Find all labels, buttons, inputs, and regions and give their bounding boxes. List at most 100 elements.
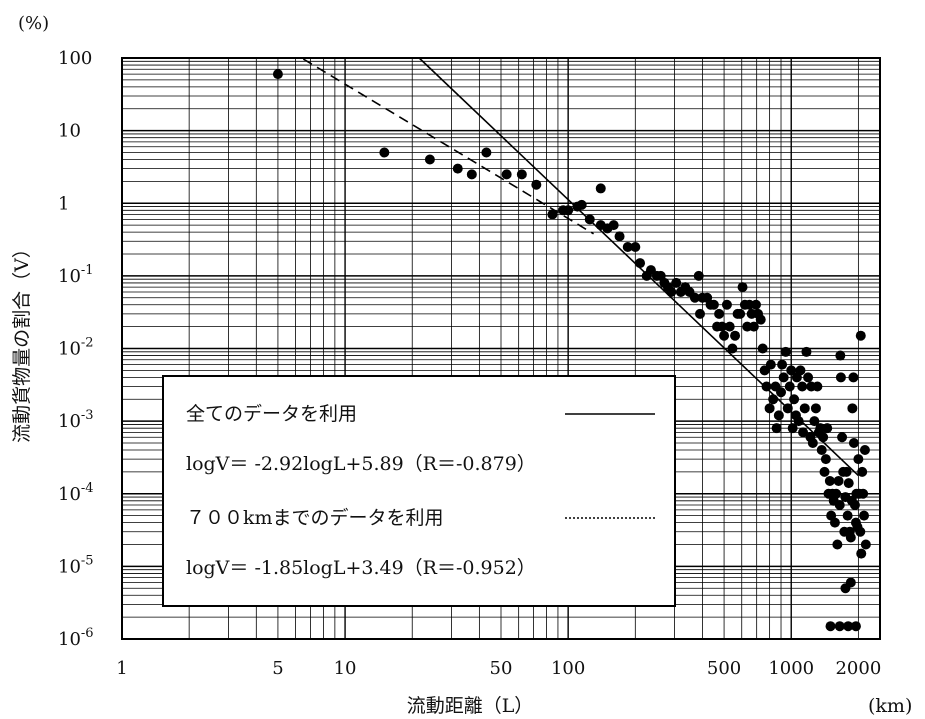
data-point xyxy=(793,416,804,427)
data-point xyxy=(764,403,775,414)
data-point xyxy=(859,445,870,456)
data-point xyxy=(516,169,527,180)
plot-frame xyxy=(121,57,881,640)
data-point xyxy=(466,169,477,180)
data-point xyxy=(671,277,682,288)
data-point xyxy=(776,387,787,398)
data-point xyxy=(547,209,558,220)
data-point xyxy=(803,372,814,383)
data-point xyxy=(855,330,866,341)
data-point xyxy=(850,621,861,632)
data-point xyxy=(820,454,831,465)
legend-line2-equation: logV＝ -1.85logL+3.49（R＝-0.952） xyxy=(186,557,536,579)
data-point xyxy=(835,372,846,383)
data-point xyxy=(727,343,738,354)
x-tick-label: 2000 xyxy=(835,658,881,679)
data-point xyxy=(708,299,719,310)
data-point xyxy=(784,381,795,392)
data-point xyxy=(815,423,826,434)
data-point xyxy=(810,403,821,414)
data-point xyxy=(379,147,390,158)
y-tick-label: 10-3 xyxy=(58,408,94,432)
fit-line-700km xyxy=(302,58,594,235)
data-point xyxy=(857,466,868,477)
data-point xyxy=(842,510,853,521)
x-unit-label: (km) xyxy=(868,695,912,717)
x-axis-tick-labels: 1 5 10 50 100 500 1000 2000 xyxy=(116,658,881,679)
data-point xyxy=(787,423,798,434)
data-point xyxy=(777,359,788,370)
data-point xyxy=(825,621,836,632)
x-tick-label: 100 xyxy=(551,658,585,679)
data-point xyxy=(737,282,748,293)
data-point xyxy=(832,539,843,550)
data-point xyxy=(847,403,858,414)
x-tick-label: 1 xyxy=(116,658,127,679)
data-point xyxy=(576,199,587,210)
data-point xyxy=(835,350,846,361)
data-point xyxy=(614,231,625,242)
data-point xyxy=(608,220,619,231)
x-tick-label: 1000 xyxy=(768,658,814,679)
data-point xyxy=(757,343,768,354)
y-tick-label: 1 xyxy=(58,193,69,214)
data-point xyxy=(834,621,845,632)
legend-box: 全てのデータを利用 logV＝ -2.92logL+5.89（R＝-0.879）… xyxy=(162,375,676,607)
data-point xyxy=(730,330,741,341)
data-point xyxy=(858,488,869,499)
data-point xyxy=(855,526,866,537)
data-point xyxy=(856,548,867,559)
data-point xyxy=(481,147,492,158)
data-point xyxy=(595,183,606,194)
data-point xyxy=(719,330,730,341)
data-point xyxy=(693,270,704,281)
data-point xyxy=(822,423,833,434)
y-tick-label: 10-6 xyxy=(58,626,94,650)
x-tick-label: 10 xyxy=(334,658,357,679)
data-point xyxy=(829,517,840,528)
data-point xyxy=(795,365,806,376)
data-point xyxy=(799,403,810,414)
data-point xyxy=(859,510,870,521)
y-tick-label: 10 xyxy=(58,121,81,142)
data-point xyxy=(831,488,842,499)
data-point xyxy=(721,299,732,310)
data-point xyxy=(755,314,766,325)
data-point xyxy=(780,346,791,357)
y-tick-label: 100 xyxy=(58,48,92,69)
y-axis-tick-labels: 100 10 1 10-1 10-2 10-3 10-4 10-5 10-6 xyxy=(58,48,94,650)
y-tick-label: 10-5 xyxy=(58,553,94,577)
x-tick-label: 500 xyxy=(707,658,741,679)
data-point xyxy=(833,475,844,486)
data-point xyxy=(424,154,435,165)
data-point xyxy=(714,308,725,319)
data-point xyxy=(272,69,283,80)
data-point xyxy=(843,478,854,489)
data-point xyxy=(778,372,789,383)
data-point xyxy=(797,381,808,392)
data-point xyxy=(860,539,871,550)
x-tick-label: 50 xyxy=(490,658,513,679)
data-points xyxy=(272,69,871,632)
data-point xyxy=(819,466,830,477)
data-point xyxy=(689,292,700,303)
data-point xyxy=(748,321,759,332)
data-point xyxy=(782,403,793,414)
data-point xyxy=(853,454,864,465)
data-point xyxy=(724,321,735,332)
x-tick-label: 5 xyxy=(272,658,283,679)
y-tick-label: 10-2 xyxy=(58,336,94,360)
data-point xyxy=(501,169,512,180)
data-point xyxy=(773,410,784,421)
y-axis-title: 流動貨物量の割合（V） xyxy=(11,239,33,443)
data-point xyxy=(801,346,812,357)
plot-grid xyxy=(121,58,880,640)
data-point xyxy=(563,205,574,216)
data-point xyxy=(807,437,818,448)
data-point xyxy=(584,214,595,225)
data-point xyxy=(771,423,782,434)
data-point xyxy=(812,381,823,392)
data-point xyxy=(798,427,809,438)
data-point xyxy=(837,432,848,443)
